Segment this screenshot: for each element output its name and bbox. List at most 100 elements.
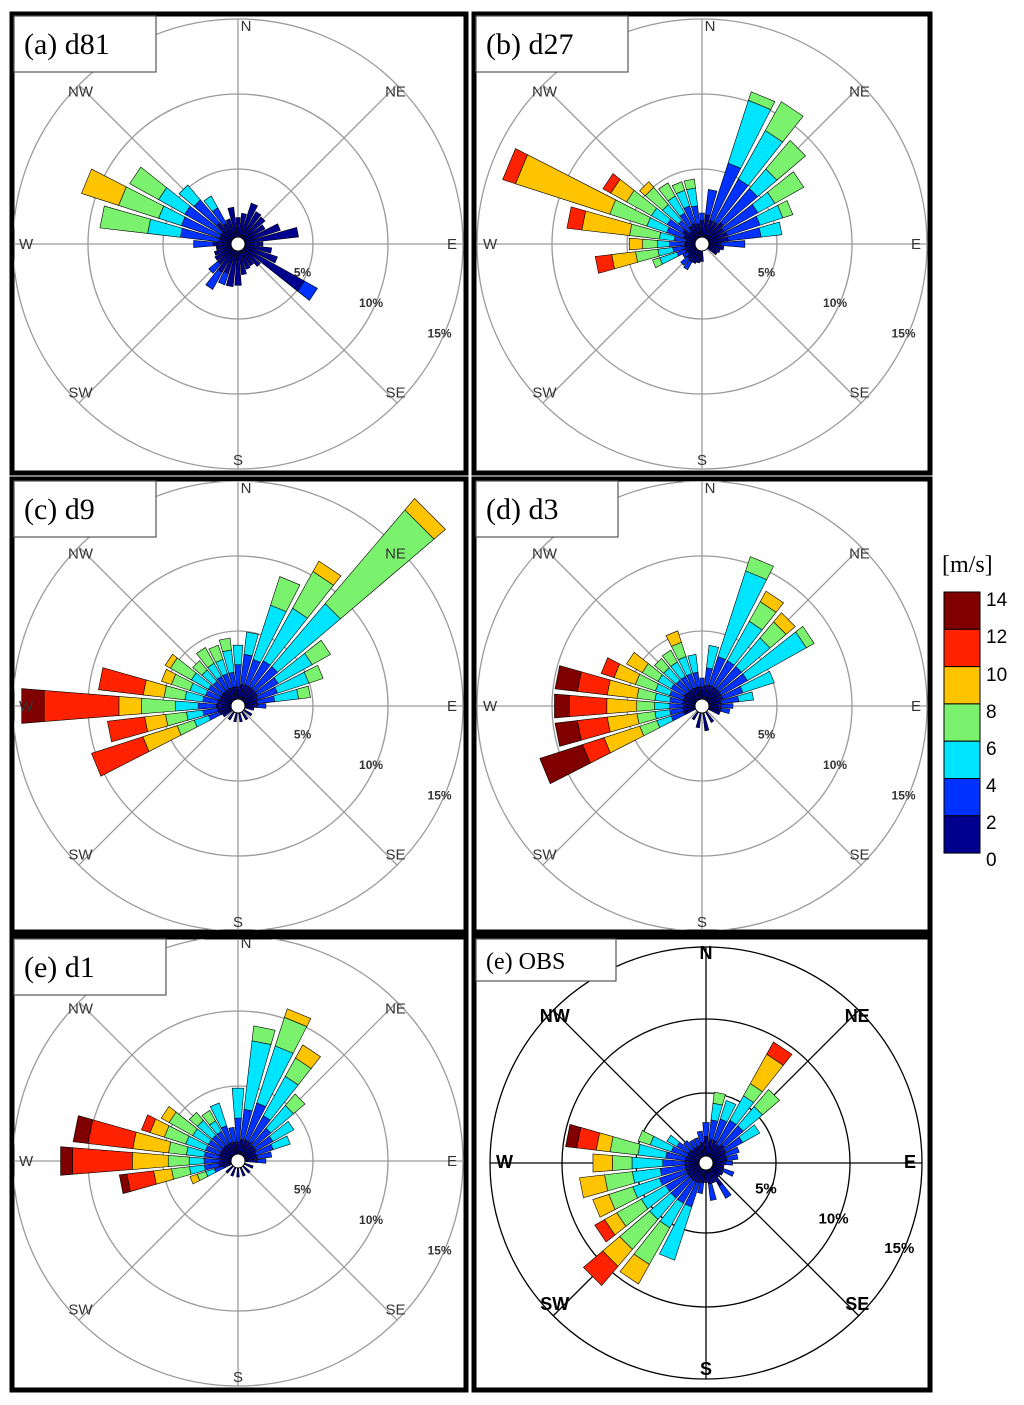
wind-bar-segment [720,240,746,248]
wind-bar-segment [141,1114,157,1133]
wind-rose-panel: N NE E SE S SW W NW 5% 10% 15% (d) d3 [471,476,933,935]
wind-bar-segment [217,271,229,286]
wind-bar-segment [160,668,177,685]
wind-bar-segment [554,665,582,692]
wind-bar-segment [639,181,655,197]
wind-bar-segment [777,200,794,219]
wind-bar-segment [205,269,223,290]
wind-bar-segment [759,590,785,613]
wind-bar-segment [657,240,670,248]
ring-percent-label: 15% [428,1244,452,1258]
panel-title-box [475,480,619,538]
wind-bar-segment [773,612,796,635]
ring-percent-label: 5% [758,728,776,742]
direction-label: W [19,236,34,253]
wind-bar-segment [712,1091,726,1106]
wind-bar-segment [270,1135,291,1151]
wind-rose-panel: N NE E SE S SW W NW 5% 10% 15% (b) d27 [471,11,933,476]
direction-label: S [700,1359,712,1379]
panel-title: (e) d1 [24,951,95,984]
panel-title: (a) d81 [24,28,110,61]
ring-percent-label: 5% [294,266,312,280]
wind-bar-segment [132,1152,169,1170]
direction-label: NE [849,84,870,101]
spoke-gridline [78,1160,239,1321]
wind-bar-segment [642,238,658,250]
panel-title: (c) d9 [24,493,95,526]
wind-bar-segment [626,651,649,674]
wind-bar-segment [295,1044,321,1069]
direction-label: SE [849,385,869,402]
wind-bar-segment [208,644,224,663]
spoke-gridline [237,243,398,404]
direction-label: SW [532,847,557,864]
colorbar-cell [943,591,981,630]
panel-title: (e) OBS [486,949,565,975]
ring-percent-label: 15% [892,789,916,803]
wind-bar-segment [284,1008,312,1027]
wind-bar-segment [164,653,178,669]
wind-bar-segment [725,1153,739,1161]
wind-bar-segment [659,1203,693,1261]
direction-label: SW [540,1294,569,1314]
colorbar-ticks: 14 12 10 8 6 4 2 0 [986,590,1008,871]
rose-center [230,698,246,714]
wind-bar-segment [739,670,775,694]
direction-label: S [697,914,707,931]
wind-bar-segment [188,1111,204,1127]
direction-label: SW [532,385,557,402]
wind-bar-segment [737,691,755,703]
wind-bar-segment [175,700,199,712]
direction-label: E [911,698,921,715]
ring-percent-label: 10% [359,1213,383,1227]
panel-title-box [475,15,629,73]
direction-label: S [233,914,243,931]
colorbar-tick: 12 [986,627,1007,648]
direction-label: SE [849,847,869,864]
direction-label: NW [540,1006,570,1026]
wind-bar-segment [91,736,150,777]
wind-bar-segment [312,560,342,586]
ring-percent-label: 5% [755,1180,777,1197]
spoke-gridline [552,1009,707,1164]
wind-bar-segment [72,1115,94,1144]
direction-label: SE [845,1294,869,1314]
wind-bar-segment [268,1120,295,1142]
wind-bar-segment [683,178,696,190]
wind-bar-segment [72,1147,133,1175]
direction-label: SE [385,385,405,402]
wind-bar-segment [653,657,670,674]
wind-rose-panel: N NE E SE S SW W NW 5% 10% 15% (e) d1 [9,934,469,1393]
direction-label: S [697,452,707,469]
wind-bar-segment [236,1167,240,1178]
wind-bar-segment [753,1088,781,1116]
wind-bar-segment [565,1124,582,1149]
wind-bar-segment [284,1093,306,1115]
wind-bar-segment [724,1146,740,1157]
wind-bar-segment [600,657,621,678]
spoke-gridline [78,705,239,866]
wind-bar-segment [129,166,168,201]
wind-bar-segment [680,255,691,266]
ring-percent-label: 15% [428,327,452,341]
wind-bar-segment [21,688,45,724]
ring-percent-label: 5% [294,1183,312,1197]
wind-bar-segment [566,206,586,231]
wind-bar-segment [554,720,582,747]
direction-label: S [233,452,243,469]
wind-bar-segment [619,1253,650,1285]
wind-bar-segment [765,139,807,181]
wind-rose-panel: N NE E SE S SW W NW 5% 10% 15% (c) d9 [9,476,469,935]
spoke-gridline [542,243,703,404]
wind-bar-segment [612,1155,633,1171]
wind-bar-segment [652,257,663,269]
wind-bar-segment [232,644,244,665]
wind-bar-segment [189,1173,201,1185]
direction-label: W [19,698,34,715]
wind-rose-panel: N NE E SE S SW W NW 5% 10% 15% (e) OBS [471,934,933,1393]
panel-title-box [13,480,157,538]
direction-label: SE [385,847,405,864]
wind-bar-segment [60,1146,73,1176]
direction-label: N [241,18,252,35]
